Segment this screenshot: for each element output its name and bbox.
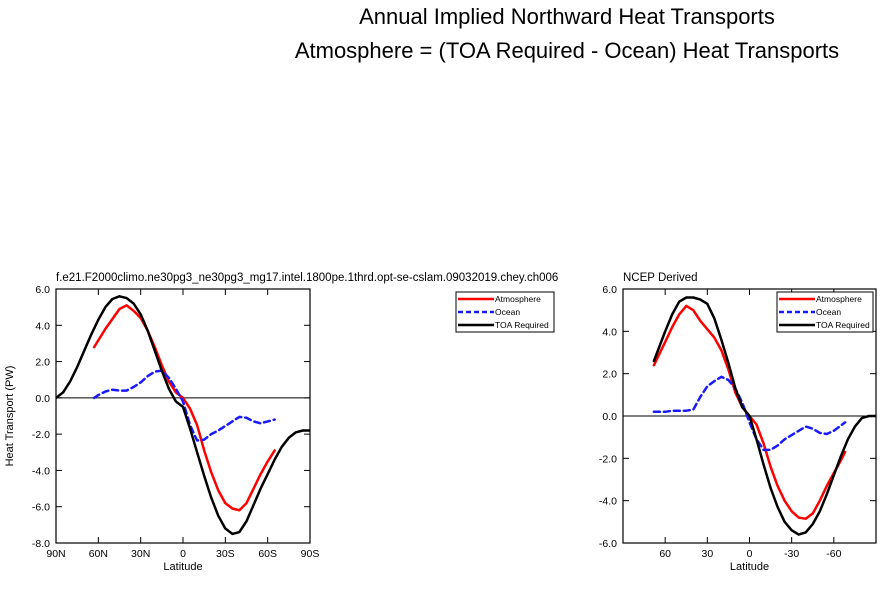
main-title-line-2: Atmosphere = (TOA Required - Ocean) Heat…: [295, 38, 839, 63]
legend: Atmosphere Ocean TOA Required: [776, 291, 874, 333]
x-tick-label: 30S: [216, 548, 235, 560]
legend-label: TOA Required: [495, 320, 549, 330]
y-tick-label: 6.0: [602, 284, 617, 296]
legend-label: Ocean: [495, 307, 520, 317]
x-tick-label: 30N: [131, 548, 150, 560]
y-tick-label: -6.0: [32, 502, 50, 514]
series-line-atmosphere: [652, 304, 847, 520]
series-line-ocean: [92, 369, 276, 442]
x-tick-label: 90N: [46, 548, 65, 560]
panel-title: NCEP Derived: [623, 272, 698, 284]
panel-title: f.e21.F2000climo.ne30pg3_ne30pg3_mg17.in…: [56, 272, 558, 284]
series-line-toa-required: [56, 295, 310, 536]
x-axis-label: Latitude: [730, 561, 769, 573]
y-tick-label: 4.0: [602, 326, 617, 338]
y-tick-label: -2.0: [599, 453, 617, 465]
x-tick-label: 60S: [258, 548, 277, 560]
y-tick-label: 2.0: [35, 357, 50, 369]
y-axis-label: Heat Transport (PW): [4, 366, 16, 467]
series-line-ocean: [652, 375, 847, 452]
y-tick-label: -4.0: [599, 496, 617, 508]
x-tick-label: 0: [180, 548, 186, 560]
legend-label: Atmosphere: [816, 294, 862, 304]
model-heat-transport-panel: f.e21.F2000climo.ne30pg3_ne30pg3_mg17.in…: [4, 272, 558, 573]
y-tick-label: 4.0: [35, 320, 50, 332]
x-tick-label: -30: [784, 548, 799, 560]
legend-label: Ocean: [816, 307, 841, 317]
x-tick-label: 60: [659, 548, 671, 560]
legend: Atmosphere Ocean TOA Required: [455, 291, 555, 333]
main-title-line-1: Annual Implied Northward Heat Transports: [359, 4, 775, 29]
x-tick-label: 60N: [89, 548, 108, 560]
x-tick-label: 30: [701, 548, 713, 560]
y-tick-label: 0.0: [602, 411, 617, 423]
y-tick-label: -4.0: [32, 465, 50, 477]
x-tick-label: -60: [826, 548, 841, 560]
legend-label: Atmosphere: [495, 294, 541, 304]
y-tick-label: 2.0: [602, 369, 617, 381]
y-tick-label: -2.0: [32, 429, 50, 441]
y-tick-label: 6.0: [35, 284, 50, 296]
y-tick-label: -6.0: [599, 538, 617, 550]
ncep-derived-heat-transport-panel: NCEP Derived 60 30 0 -30 -60 6.0 4.0 2.0 0.0 -2.0 -…: [599, 272, 877, 573]
x-axis-label: Latitude: [163, 561, 202, 573]
y-tick-label: -8.0: [32, 538, 50, 550]
x-tick-label: 0: [747, 548, 753, 560]
y-tick-label: 0.0: [35, 393, 50, 405]
legend-label: TOA Required: [816, 320, 870, 330]
x-tick-label: 90S: [301, 548, 320, 560]
series-line-toa-required: [652, 296, 876, 536]
series-line-atmosphere: [92, 304, 276, 512]
